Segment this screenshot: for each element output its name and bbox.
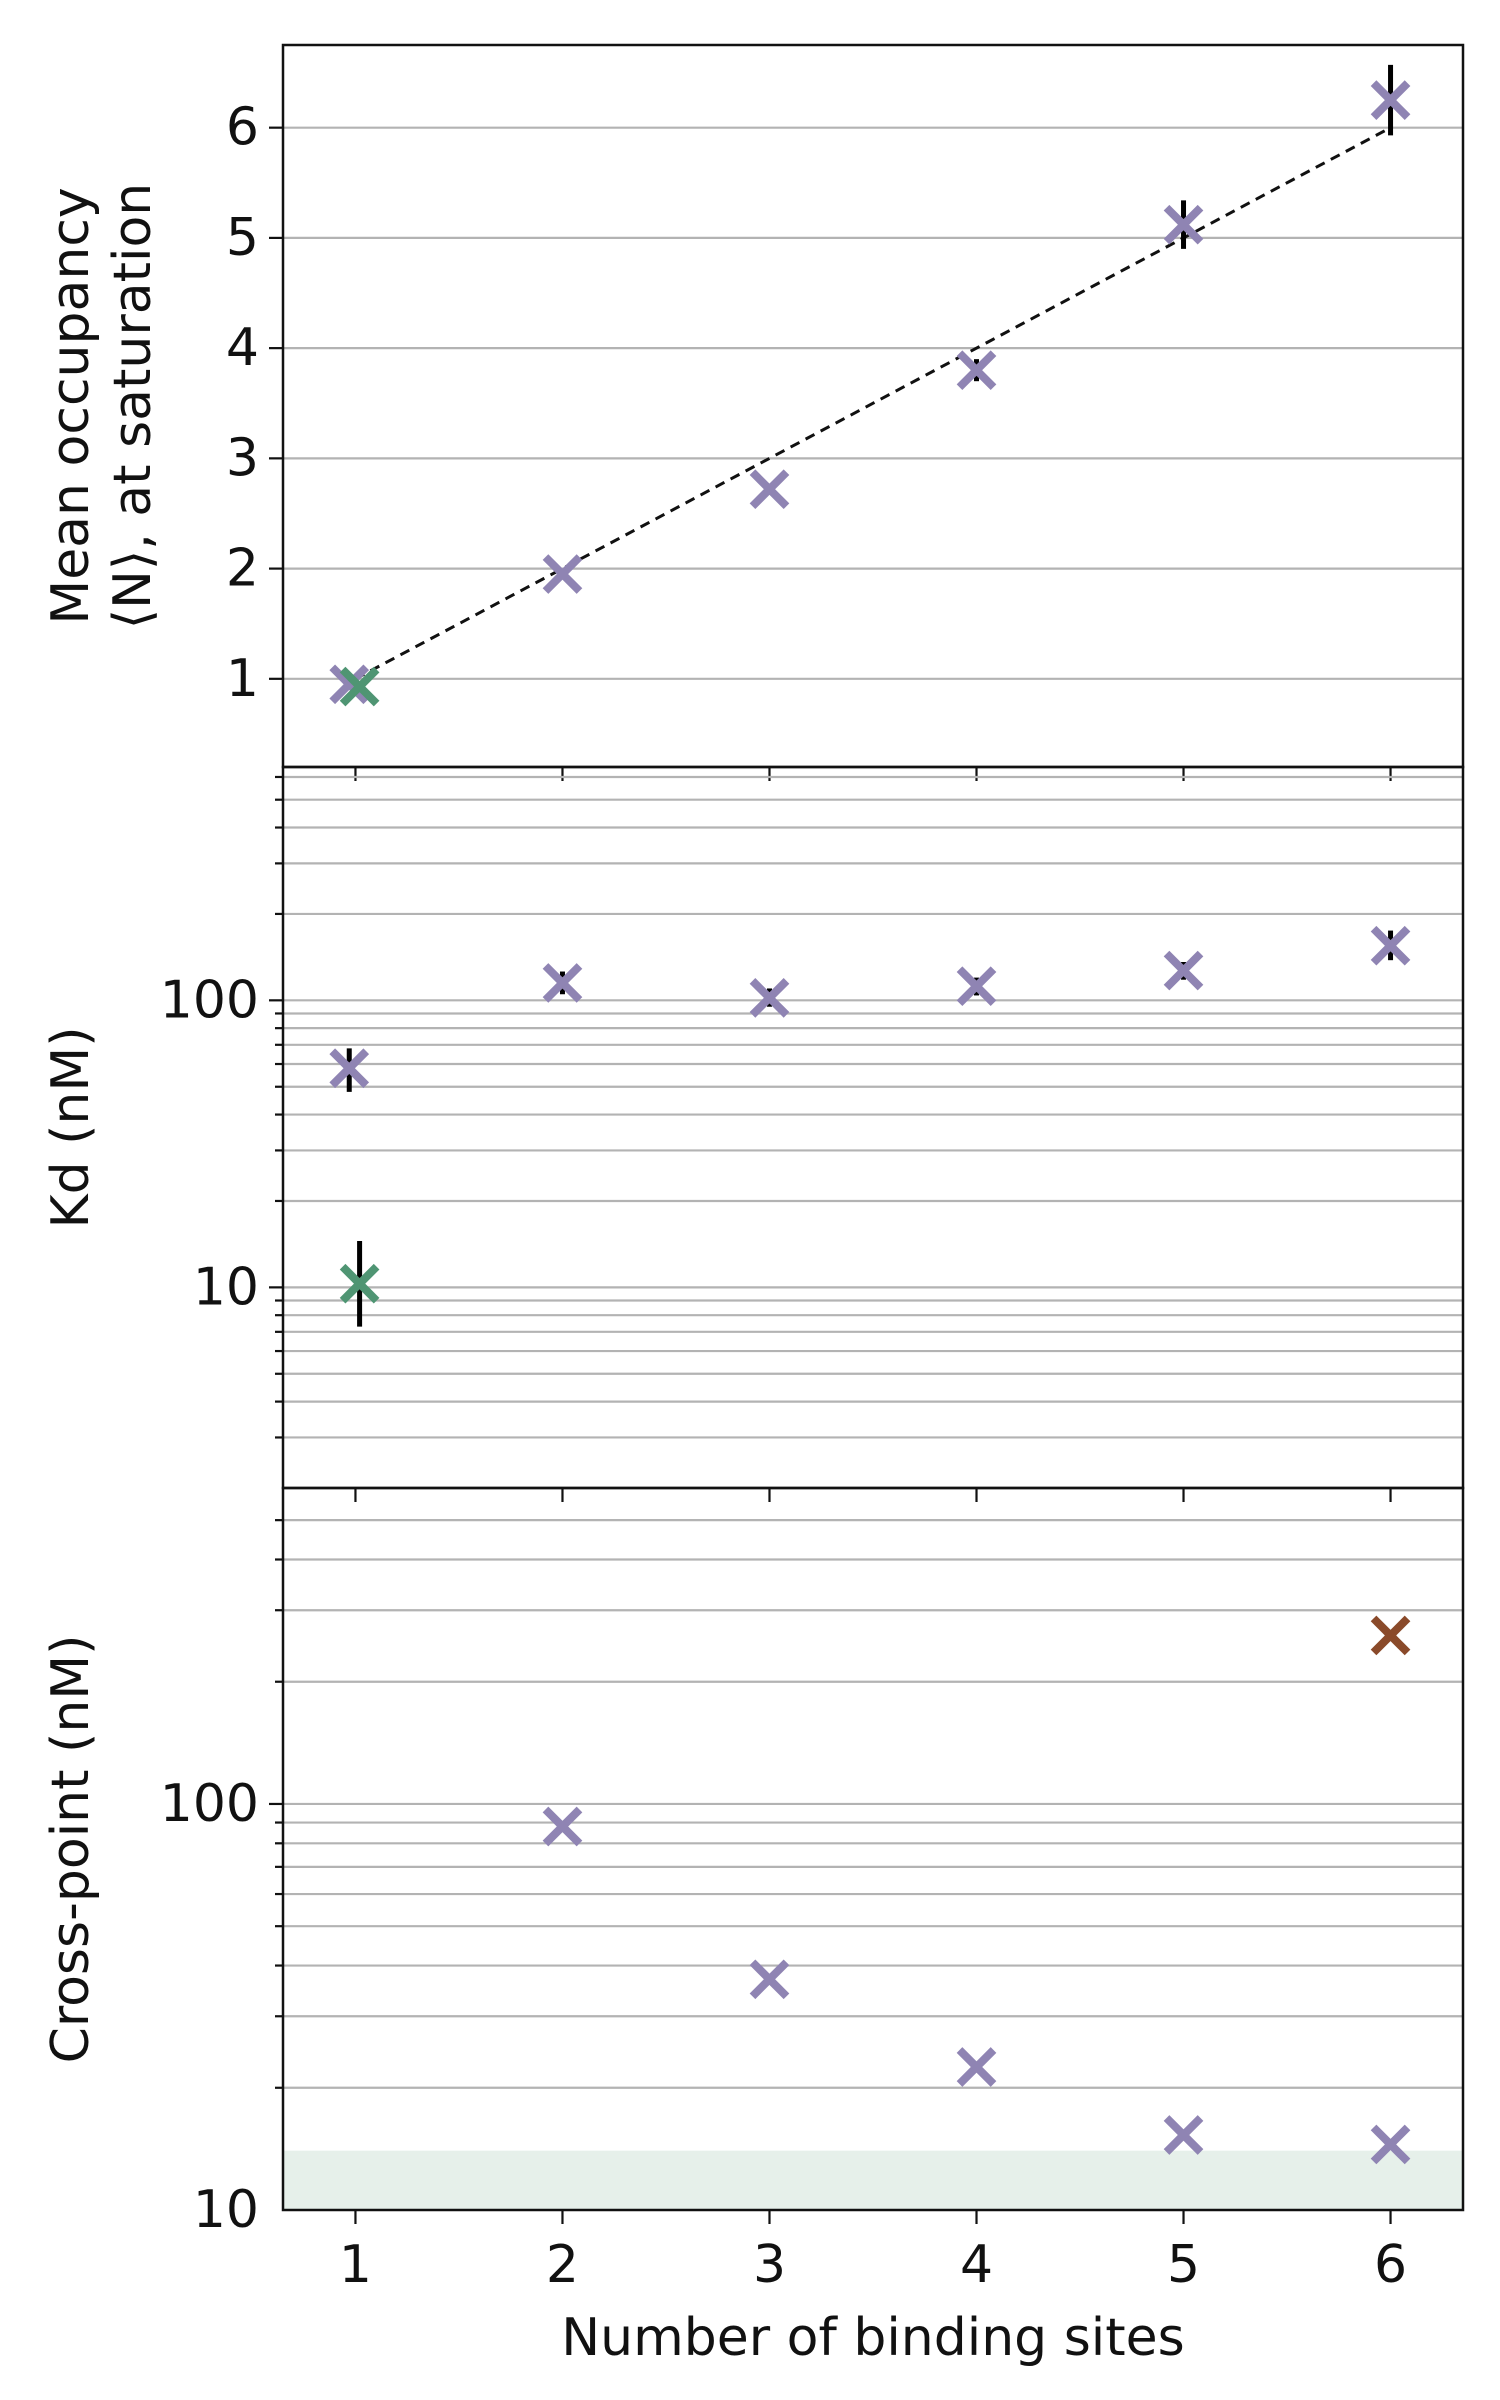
data-point-stroke: [1163, 204, 1204, 245]
data-point: [956, 350, 997, 391]
y-axis-label: Kd (nM): [41, 1026, 101, 1228]
y-tick-label: 10: [193, 2180, 259, 2240]
data-point-stroke: [1370, 1615, 1411, 1656]
data-point-stroke: [542, 1806, 583, 1847]
data-point-stroke: [339, 1263, 380, 1304]
x-tick-label: 4: [960, 2235, 993, 2295]
x-tick-label: 1: [339, 2235, 372, 2295]
occupancy-panel: 1 2 3 4 5 6 Mean occupancy ⟨N⟩, at saturation: [41, 43, 1465, 781]
data-point: [339, 666, 380, 707]
data-point-stroke: [1370, 2124, 1411, 2165]
data-point: [749, 978, 790, 1018]
data-point-stroke: [329, 1048, 370, 1089]
y-tick-label: 100: [160, 1774, 259, 1834]
axes-frame: [281, 43, 1465, 769]
data-point: [1370, 80, 1411, 120]
data-point: [749, 1959, 790, 2000]
data-point-stroke: [339, 666, 380, 707]
y-tick-label: 100: [160, 970, 259, 1030]
y-tick-label: 4: [226, 318, 259, 378]
data-point: [1370, 1615, 1411, 1656]
data-point: [542, 963, 583, 1003]
data-point: [329, 1048, 370, 1089]
data-point: [542, 554, 583, 594]
data-point: [339, 1263, 380, 1304]
y-tick-label: 10: [193, 1257, 259, 1317]
y-axis-label: Mean occupancy: [41, 187, 101, 624]
data-point: [749, 469, 790, 510]
data-point: [956, 966, 997, 1007]
y-tick-label: 6: [226, 98, 259, 158]
y-axis-label: Cross-point (nM): [41, 1635, 101, 2064]
x-tick-label: 5: [1167, 2235, 1200, 2295]
data-point: [1370, 2124, 1411, 2165]
x-tick-label: 3: [753, 2235, 786, 2295]
data-point-stroke: [956, 350, 997, 391]
data-point-stroke: [329, 664, 370, 705]
data-point-stroke: [956, 966, 997, 1007]
data-point: [1163, 2115, 1204, 2155]
data-point-stroke: [1370, 925, 1411, 966]
y-tick-label: 3: [226, 428, 259, 488]
data-point: [1163, 204, 1204, 245]
kd-panel: 10 100 Kd (nM): [41, 765, 1465, 1502]
data-point: [1163, 950, 1204, 991]
data-point-stroke: [749, 978, 790, 1018]
x-axis-label: Number of binding sites: [561, 2308, 1184, 2368]
x-tick-label: 6: [1374, 2235, 1407, 2295]
data-point: [329, 664, 370, 705]
data-point-stroke: [956, 2047, 997, 2087]
y-tick-label: 5: [226, 208, 259, 268]
reference-line: [354, 126, 1392, 681]
y-tick-label: 2: [226, 539, 259, 599]
data-point-stroke: [542, 554, 583, 594]
data-point-stroke: [1163, 2115, 1204, 2155]
data-point: [542, 1806, 583, 1847]
data-point-stroke: [749, 1959, 790, 2000]
x-tick-label: 2: [546, 2235, 579, 2295]
axes-frame: [281, 1486, 1465, 2212]
data-point-stroke: [542, 963, 583, 1003]
y-tick-label: 1: [226, 649, 259, 709]
data-point-stroke: [749, 469, 790, 510]
axes-frame: [281, 765, 1465, 1490]
data-point-stroke: [1163, 950, 1204, 991]
y-axis-label: ⟨N⟩, at saturation: [103, 183, 163, 629]
cross-point-panel: 10 100 1 2 3 4 5 6 Cross-point (nM) Number of bin…: [41, 1486, 1465, 2368]
data-point: [956, 2047, 997, 2087]
data-point: [1370, 925, 1411, 966]
shaded-band: [283, 2150, 1463, 2210]
data-point-stroke: [1370, 80, 1411, 120]
